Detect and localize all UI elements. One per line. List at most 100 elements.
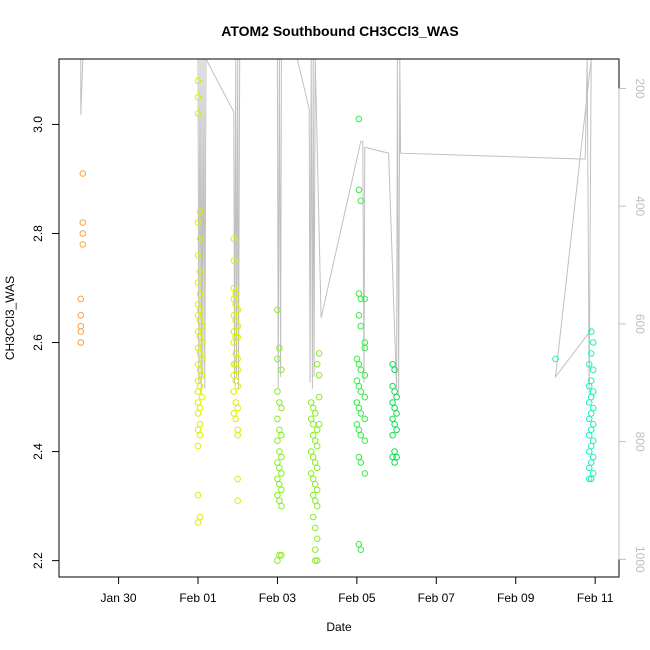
data-point <box>234 306 241 314</box>
data-point <box>196 208 204 215</box>
data-point <box>194 399 202 406</box>
data-point <box>311 524 319 532</box>
data-point <box>355 404 363 412</box>
data-point <box>389 382 396 390</box>
data-point <box>552 355 559 363</box>
data-point <box>194 344 202 352</box>
data-point <box>311 481 319 488</box>
data-point <box>589 421 597 428</box>
data-point <box>234 431 241 439</box>
data-point <box>194 219 202 226</box>
data-point <box>393 426 400 434</box>
data-point <box>361 470 369 477</box>
data-point <box>234 333 241 341</box>
right-tick-label: 400 <box>633 196 647 216</box>
data-point <box>230 295 238 303</box>
data-point <box>391 366 398 374</box>
data-point <box>313 442 321 450</box>
data-point <box>230 328 238 335</box>
data-point <box>194 77 202 85</box>
data-point <box>587 350 595 357</box>
data-point <box>79 219 87 226</box>
data-point <box>355 361 363 368</box>
data-point <box>198 339 206 346</box>
data-point <box>355 186 363 194</box>
data-point <box>278 502 285 510</box>
data-point <box>389 431 396 439</box>
data-point <box>79 230 87 237</box>
data-point <box>194 93 202 101</box>
data-point <box>313 361 321 368</box>
data-point <box>196 404 204 412</box>
scatter-points-layer <box>77 77 597 564</box>
data-point <box>309 491 317 499</box>
data-point <box>198 393 206 401</box>
data-point <box>307 399 315 406</box>
y-axis-label: CH3CCl3_WAS <box>3 276 17 360</box>
data-point <box>313 502 321 510</box>
plot-frame <box>58 58 620 578</box>
data-point <box>357 295 365 303</box>
data-point <box>194 312 202 319</box>
data-point <box>309 513 317 521</box>
data-point <box>196 268 204 276</box>
data-point <box>196 306 204 314</box>
data-point <box>357 366 365 374</box>
data-point <box>230 339 238 346</box>
data-point <box>587 426 595 434</box>
data-point <box>313 486 321 494</box>
data-point <box>589 453 597 461</box>
data-point <box>361 437 369 445</box>
data-point <box>355 290 363 297</box>
data-point <box>194 442 202 450</box>
data-point <box>79 170 87 177</box>
x-tick-label: Feb 01 <box>179 591 217 605</box>
data-point <box>234 404 241 412</box>
data-point <box>230 388 238 395</box>
data-point <box>389 361 396 368</box>
data-point <box>230 312 238 319</box>
data-point <box>393 393 400 401</box>
data-point <box>196 366 204 374</box>
data-point <box>589 388 597 395</box>
data-point <box>194 410 202 417</box>
data-point <box>353 377 361 385</box>
data-point <box>313 535 321 543</box>
chart-title: ATOM2 Southbound CH3CCl3_WAS <box>221 23 458 39</box>
data-point <box>79 241 87 248</box>
data-point <box>274 388 281 395</box>
data-point <box>196 431 204 439</box>
data-point <box>357 322 365 330</box>
data-point <box>587 410 595 417</box>
data-point <box>311 497 319 505</box>
data-point <box>276 399 283 406</box>
data-point <box>309 431 317 439</box>
data-point <box>196 421 204 428</box>
data-point <box>198 355 206 363</box>
data-point <box>357 459 365 466</box>
data-point <box>194 388 202 395</box>
data-point <box>274 355 281 363</box>
data-point <box>393 410 400 417</box>
data-point <box>234 322 241 330</box>
data-point <box>309 421 317 428</box>
data-point <box>391 421 398 428</box>
data-point <box>234 355 241 363</box>
data-point <box>196 317 204 325</box>
data-point <box>194 519 202 526</box>
data-point <box>389 415 396 423</box>
data-point <box>230 257 238 265</box>
data-point <box>77 328 85 335</box>
data-point <box>274 557 281 564</box>
data-point <box>196 290 204 297</box>
data-point <box>585 399 593 406</box>
data-point <box>194 328 202 335</box>
data-point <box>313 426 321 434</box>
data-point <box>77 312 85 319</box>
x-tick-label: Feb 11 <box>577 591 614 605</box>
data-point <box>77 295 85 303</box>
right-tick-label: 1000 <box>633 546 647 573</box>
data-point <box>278 431 285 439</box>
data-point <box>313 464 321 472</box>
